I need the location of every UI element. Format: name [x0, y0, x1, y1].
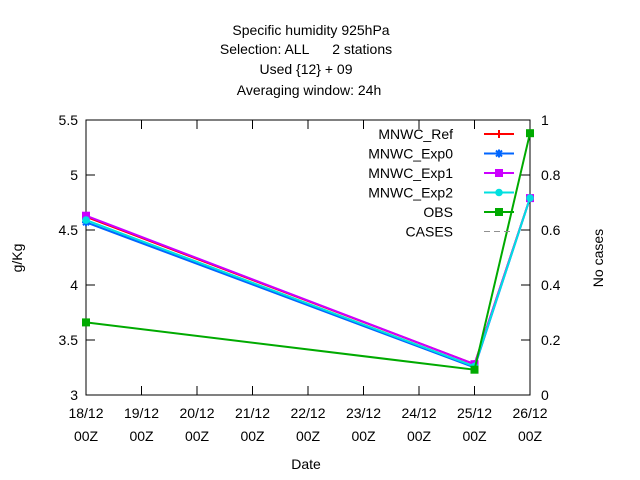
- legend-entry: MNWC_Exp1: [368, 165, 514, 181]
- title-line-3: Used {12} + 09: [259, 61, 352, 77]
- y2-tick-label: 0.6: [541, 222, 561, 238]
- legend-entry: MNWC_Exp2: [368, 185, 514, 201]
- x-tick-label-date: 18/12: [68, 405, 103, 421]
- series-mnwc-exp1: [82, 194, 534, 369]
- legend-entry: MNWC_Exp0: [368, 146, 514, 162]
- legend-marker: [495, 208, 503, 216]
- x-tick-label-hour: 00Z: [240, 428, 265, 444]
- x-tick-label-date: 22/12: [290, 405, 325, 421]
- y-axis-label: g/Kg: [9, 244, 25, 273]
- legend-entry: OBS: [423, 204, 514, 220]
- series-obs: [82, 129, 534, 374]
- x-tick-label-date: 20/12: [179, 405, 214, 421]
- x-tick-label-date: 25/12: [457, 405, 492, 421]
- y-axis: 3 3.5 4 4.5 5 5.5: [59, 112, 530, 403]
- y2-tick-label: 0.2: [541, 332, 561, 348]
- y-tick-label: 3.5: [59, 332, 79, 348]
- chart-title: Specific humidity 925hPa Selection: ALL …: [220, 22, 392, 98]
- y2-tick-label: 0.4: [541, 277, 561, 293]
- legend-entry: CASES: [406, 224, 514, 240]
- title-line-1: Specific humidity 925hPa: [232, 22, 389, 38]
- legend-label: OBS: [423, 204, 453, 220]
- data-point: [470, 365, 479, 374]
- y-tick-label: 5.5: [59, 112, 79, 128]
- series-line: [85, 197, 531, 369]
- series-mnwc-ref: [82, 194, 534, 369]
- legend-label: MNWC_Exp0: [368, 146, 453, 162]
- series-mnwc-exp2: [82, 194, 534, 371]
- y2-axis-label: No cases: [590, 229, 606, 287]
- legend-marker: [495, 169, 503, 177]
- x-tick-label-date: 19/12: [124, 405, 159, 421]
- x-axis: 18/12 00Z 19/12 00Z 20/12 00Z 21/12 00Z 22/12 00Z…: [68, 120, 548, 444]
- y-tick-label: 4.5: [59, 222, 79, 238]
- legend: MNWC_Ref MNWC_Exp0 MNWC_Exp1 MNWC_Exp2 OBS CA…: [368, 126, 514, 240]
- x-tick-label-hour: 00Z: [185, 428, 210, 444]
- legend-label: MNWC_Exp2: [368, 185, 453, 201]
- data-point: [526, 129, 534, 138]
- series-group: [82, 129, 534, 374]
- series-line: [85, 132, 531, 371]
- data-point: [82, 318, 90, 327]
- x-tick-label-date: 21/12: [235, 405, 270, 421]
- x-tick-label-date: 26/12: [512, 405, 547, 421]
- y2-tick-label: 0.8: [541, 167, 561, 183]
- x-tick-label-hour: 00Z: [74, 428, 99, 444]
- x-tick-label-hour: 00Z: [518, 428, 543, 444]
- series-mnwc-exp0: [82, 194, 534, 372]
- legend-marker: [495, 188, 503, 197]
- data-point: [526, 194, 534, 202]
- x-tick-label-hour: 00Z: [462, 428, 487, 444]
- x-tick-label-hour: 00Z: [129, 428, 154, 444]
- x-tick-label-date: 23/12: [346, 405, 381, 421]
- plot-frame: [85, 119, 531, 396]
- x-tick-label-hour: 00Z: [351, 428, 376, 444]
- legend-entry: MNWC_Ref: [378, 126, 514, 142]
- legend-label: MNWC_Ref: [378, 126, 453, 142]
- x-axis-label: Date: [291, 456, 321, 472]
- y2-tick-label: 0: [541, 387, 549, 403]
- series-line: [85, 197, 531, 366]
- legend-marker: [495, 149, 503, 158]
- y-tick-label: 5: [70, 167, 78, 183]
- x-tick-label-hour: 00Z: [407, 428, 432, 444]
- y2-axis: 0 0.2 0.4 0.6 0.8 1: [525, 112, 561, 403]
- data-point: [82, 216, 90, 224]
- y-tick-label: 3: [70, 387, 78, 403]
- series-line: [85, 197, 531, 366]
- y2-tick-label: 1: [541, 112, 549, 128]
- y-tick-label: 4: [70, 277, 78, 293]
- legend-label: CASES: [406, 224, 453, 240]
- x-tick-label-date: 24/12: [401, 405, 436, 421]
- title-line-4: Averaging window: 24h: [237, 82, 382, 98]
- title-line-2: Selection: ALL 2 stations: [220, 41, 392, 57]
- legend-label: MNWC_Exp1: [368, 165, 453, 181]
- x-tick-label-hour: 00Z: [296, 428, 321, 444]
- legend-marker: [495, 130, 503, 138]
- series-line: [85, 197, 531, 368]
